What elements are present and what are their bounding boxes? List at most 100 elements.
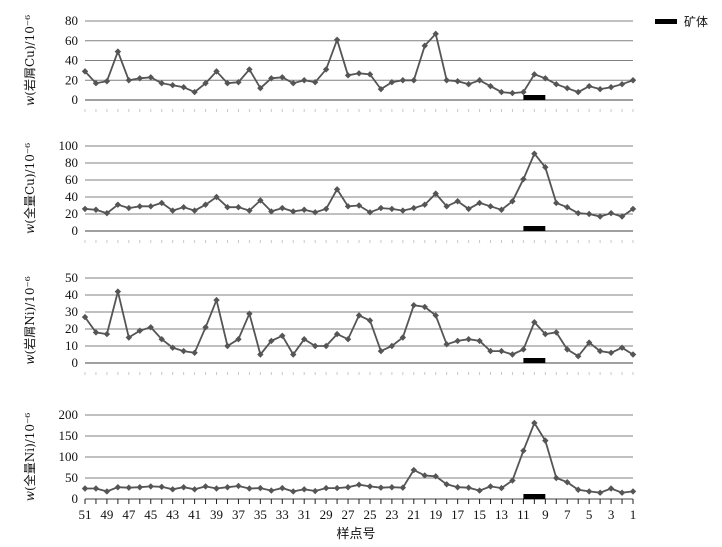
y-tick-label: 20 — [65, 206, 78, 221]
y-axis-label: w(全量Cu)/10⁻⁶ — [22, 143, 37, 234]
data-point — [191, 349, 198, 356]
y-tick-label: 20 — [65, 321, 78, 336]
data-point — [454, 337, 461, 345]
data-point — [366, 209, 374, 216]
y-tick-label: 150 — [59, 428, 79, 443]
legend: 矿体 — [655, 15, 708, 29]
y-tick-label: 60 — [65, 172, 78, 187]
x-tick-label: 11 — [517, 507, 530, 522]
data-point — [136, 484, 143, 491]
data-point — [366, 483, 374, 490]
data-point — [279, 484, 286, 492]
data-point — [158, 483, 165, 491]
data-point — [81, 313, 89, 321]
x-tick-label: 31 — [298, 507, 311, 522]
data-point — [520, 88, 527, 96]
data-point — [147, 74, 154, 81]
series-line — [84, 291, 634, 358]
x-tick-label: 21 — [407, 507, 420, 522]
data-point — [333, 36, 341, 43]
x-axis-label: 样点号 — [336, 527, 375, 542]
x-tick-label: 29 — [320, 507, 333, 522]
x-tick-label: 9 — [542, 507, 549, 522]
data-point — [279, 204, 286, 212]
data-point — [432, 190, 439, 197]
data-point — [92, 80, 100, 87]
data-point — [585, 82, 593, 90]
data-point — [454, 484, 461, 491]
data-point — [202, 201, 209, 208]
data-point — [607, 209, 615, 217]
data-point — [575, 209, 582, 217]
data-point — [92, 329, 100, 336]
data-point — [629, 77, 637, 84]
data-point — [136, 203, 143, 210]
y-tick-label: 10 — [65, 338, 78, 353]
data-point — [344, 484, 352, 491]
data-point — [235, 79, 242, 86]
x-tick-label: 51 — [79, 507, 92, 522]
y-tick-label: 0 — [72, 223, 79, 238]
data-point — [246, 310, 253, 317]
data-point — [213, 296, 220, 304]
data-point — [136, 327, 143, 334]
data-point — [487, 82, 494, 90]
legend-ore-swatch — [655, 19, 677, 24]
data-point — [399, 484, 407, 491]
x-tick-label: 7 — [564, 507, 571, 522]
x-tick-label: 43 — [166, 507, 179, 522]
data-point — [125, 204, 133, 212]
data-point — [147, 203, 154, 210]
data-point — [465, 81, 472, 88]
legend-ore-label: 矿体 — [684, 15, 708, 29]
data-point — [542, 75, 549, 82]
data-point — [191, 88, 198, 96]
data-point — [257, 351, 264, 358]
data-point — [92, 485, 100, 492]
x-tick-label: 27 — [342, 507, 356, 522]
data-point — [421, 201, 428, 208]
data-point — [301, 336, 308, 343]
data-point — [465, 484, 472, 491]
x-tick-label: 39 — [210, 507, 223, 522]
data-point — [520, 346, 527, 353]
data-point — [114, 288, 122, 295]
data-point — [81, 205, 89, 213]
data-point — [311, 209, 319, 216]
data-point — [344, 336, 352, 343]
x-tick-label: 17 — [451, 507, 465, 522]
data-point — [125, 77, 133, 84]
data-point — [136, 75, 143, 82]
data-point — [224, 342, 231, 350]
data-point — [618, 213, 626, 220]
data-point — [410, 204, 417, 212]
data-point — [158, 336, 165, 343]
data-point — [564, 84, 571, 92]
data-point — [410, 466, 417, 474]
data-point — [399, 207, 407, 214]
data-point — [147, 483, 154, 490]
data-point — [498, 484, 505, 492]
data-point — [596, 213, 604, 220]
y-tick-label: 80 — [65, 155, 78, 170]
x-tick-label: 19 — [429, 507, 442, 522]
data-point — [191, 486, 198, 493]
data-point — [213, 68, 220, 75]
data-point — [257, 197, 264, 204]
ore-body-bar — [523, 226, 546, 231]
data-point — [542, 437, 549, 444]
data-point — [366, 317, 374, 324]
chart-panel-3: 0 10 20 30 40 50 w(岩屑Ni)/10⁻⁶ — [22, 270, 637, 375]
data-point — [377, 347, 385, 355]
data-point — [81, 68, 89, 75]
y-tick-label: 40 — [65, 189, 78, 204]
data-point — [81, 485, 89, 492]
data-point — [125, 484, 133, 491]
y-tick-label: 100 — [59, 449, 79, 464]
data-point — [542, 164, 549, 171]
data-point — [553, 199, 560, 207]
data-point — [92, 206, 100, 213]
x-tick-label: 15 — [473, 507, 486, 522]
x-tick-label: 47 — [122, 507, 136, 522]
data-point — [596, 347, 604, 355]
